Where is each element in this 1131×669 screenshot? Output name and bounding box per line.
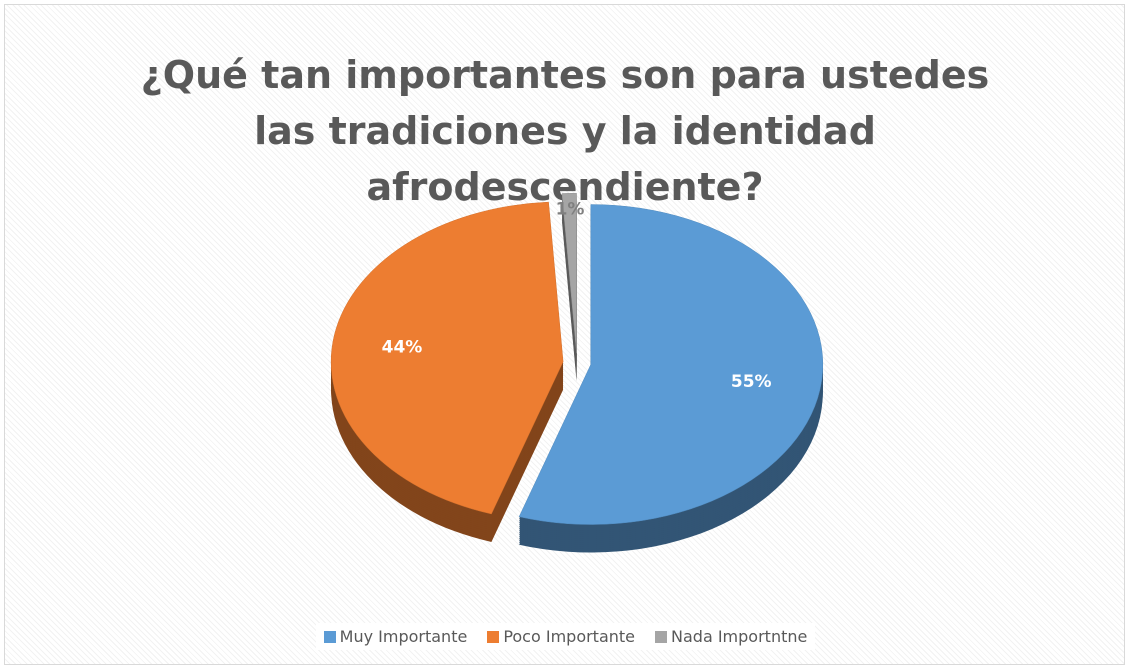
legend-swatch [323, 630, 336, 643]
legend-item: Poco Importante [487, 627, 635, 646]
slice [330, 201, 564, 515]
pie-area: 55% 44% 1% [330, 192, 824, 553]
chart: ¿Qué tan importantes son para ustedes la… [4, 4, 1125, 665]
legend-swatch [487, 630, 500, 643]
legend: Muy Importante Poco Importante Nada Import… [5, 623, 1126, 650]
legend-item: Muy Importante [323, 627, 468, 646]
legend-item: Nada Importntne [655, 627, 807, 646]
legend-swatch [655, 630, 668, 643]
data-label: 55% [731, 372, 772, 392]
data-label: 44% [382, 338, 423, 358]
legend-label: Nada Importntne [671, 627, 808, 646]
legend-box: Muy Importante Poco Importante Nada Import… [315, 623, 816, 650]
legend-label: Muy Importante [339, 627, 468, 646]
chart-title: ¿Qué tan importantes son para ustedes la… [140, 53, 990, 209]
slice [518, 204, 824, 525]
data-label: 1% [556, 199, 585, 219]
legend-label: Poco Importante [503, 627, 636, 646]
slice [561, 192, 577, 354]
